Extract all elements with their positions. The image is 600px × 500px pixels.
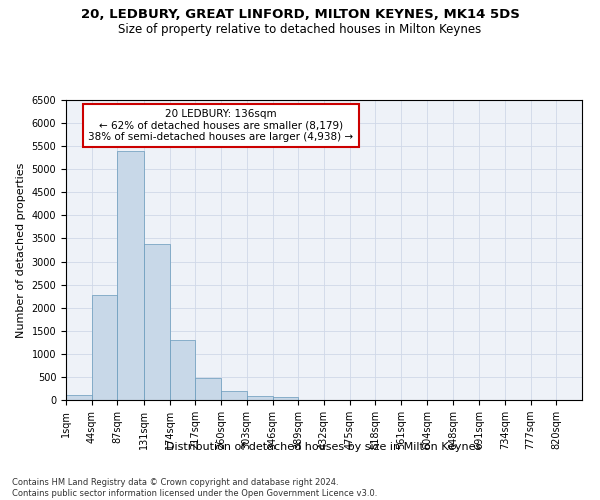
Bar (92, 295, 118, 400)
Text: 20 LEDBURY: 136sqm
← 62% of detached houses are smaller (8,179)
38% of semi-deta: 20 LEDBURY: 136sqm ← 62% of detached hou… (88, 109, 353, 142)
Bar (144, 244, 170, 400)
Text: 20, LEDBURY, GREAT LINFORD, MILTON KEYNES, MK14 5DS: 20, LEDBURY, GREAT LINFORD, MILTON KEYNE… (80, 8, 520, 20)
Bar (170, 340, 195, 400)
Text: Size of property relative to detached houses in Milton Keynes: Size of property relative to detached ho… (118, 22, 482, 36)
Bar (66, 396, 92, 400)
Text: Contains HM Land Registry data © Crown copyright and database right 2024.
Contai: Contains HM Land Registry data © Crown c… (12, 478, 377, 498)
Bar (195, 378, 221, 400)
Bar (247, 396, 272, 400)
Text: Distribution of detached houses by size in Milton Keynes: Distribution of detached houses by size … (166, 442, 482, 452)
Y-axis label: Number of detached properties: Number of detached properties (16, 162, 26, 338)
Bar (118, 151, 144, 400)
Bar (272, 398, 298, 400)
Bar (221, 392, 247, 400)
